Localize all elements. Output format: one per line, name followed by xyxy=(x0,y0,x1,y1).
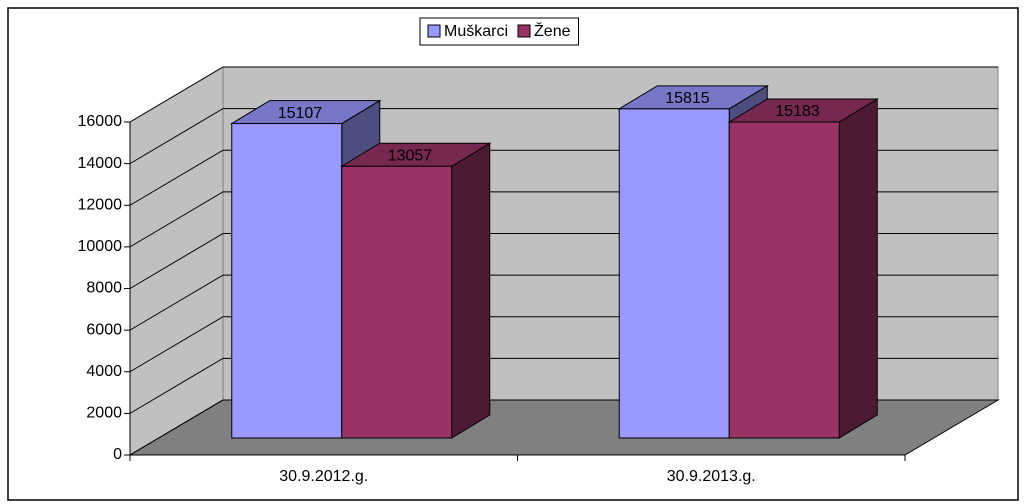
x-tick-label: 30.9.2012.g. xyxy=(279,468,368,485)
data-label: 13057 xyxy=(388,147,433,164)
y-tick-label: 2000 xyxy=(86,405,122,422)
legend-label: Muškarci xyxy=(444,23,508,40)
y-tick-label: 4000 xyxy=(86,363,122,380)
data-label: 15107 xyxy=(278,105,323,122)
data-label: 15183 xyxy=(775,103,820,120)
bar-side xyxy=(451,142,491,439)
x-tick-label: 30.9.2013.g. xyxy=(667,468,756,485)
legend-label: Žene xyxy=(534,21,571,40)
y-tick-label: 6000 xyxy=(86,321,122,338)
data-label: 15815 xyxy=(665,90,710,107)
y-tick-label: 16000 xyxy=(78,113,123,130)
bar xyxy=(618,108,730,439)
legend-swatch xyxy=(517,24,531,38)
y-tick-label: 0 xyxy=(113,446,122,463)
y-tick-label: 14000 xyxy=(78,155,123,172)
bar xyxy=(728,121,840,439)
y-tick-label: 12000 xyxy=(78,196,123,213)
legend-swatch xyxy=(427,24,441,38)
grid-line xyxy=(129,66,998,123)
legend-box xyxy=(419,17,579,46)
bar xyxy=(231,123,343,439)
y-tick-label: 8000 xyxy=(86,280,122,297)
bar-side xyxy=(838,98,878,439)
bar xyxy=(341,165,453,439)
legend: Muškarci Žene xyxy=(419,17,579,46)
y-tick-label: 10000 xyxy=(78,238,123,255)
